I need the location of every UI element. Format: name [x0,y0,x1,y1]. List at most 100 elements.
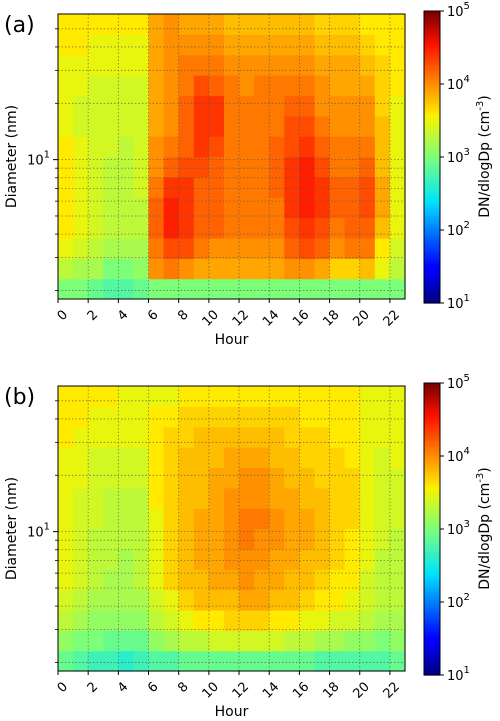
heatmap-cell [389,217,406,239]
heatmap-cell [133,136,150,158]
heatmap-cell [58,115,74,137]
heatmap-cell [389,34,406,56]
colorbar-segment [424,383,440,387]
heatmap-cell [269,75,285,97]
heatmap-cell [178,426,195,448]
colorbar-segment [424,110,440,114]
colorbar-segment [424,18,440,22]
heatmap-cell [299,406,316,428]
colorbar-segment [424,144,440,148]
heatmap-cell [314,528,331,550]
x-tick-label: 6 [145,307,161,323]
heatmap-cell [208,217,225,239]
heatmap-cell [299,589,316,611]
heatmap-cell [269,508,285,530]
colorbar-segment [424,660,440,664]
heatmap-cell [314,447,331,469]
heatmap-cell [163,447,180,469]
heatmap-cell [133,589,150,611]
colorbar-segment [424,529,440,533]
heatmap-cell [73,406,89,428]
colorbar-segment [424,230,440,234]
colorbar-segment [424,499,440,503]
colorbar-segment [424,441,440,445]
heatmap-cell [314,589,331,611]
heatmap-cell [193,650,210,672]
heatmap-cell [239,115,255,137]
heatmap-cell [58,278,74,300]
heatmap-cell [223,136,240,158]
heatmap-cell [58,447,74,469]
colorbar-segment [424,531,440,535]
colorbar-segment [424,650,440,654]
colorbar-segment [424,504,440,508]
colorbar-segment [424,222,440,226]
heatmap-cell [73,156,89,178]
colorbar-segment [424,451,440,455]
colorbar-segment [424,587,440,591]
heatmap-cell [299,14,316,35]
heatmap-cell [314,54,331,76]
heatmap-cell [344,508,361,530]
heatmap-cell [223,508,240,530]
heatmap-cell [344,386,361,407]
colorbar-segment [424,502,440,506]
heatmap-cell [344,156,361,178]
heatmap-cell [178,630,195,652]
heatmap-cell [88,176,104,198]
heatmap-cell [118,14,135,35]
heatmap-cell [208,54,225,76]
colorbar-segment [424,225,440,229]
heatmap-cell [178,54,195,76]
heatmap-cell [223,54,240,76]
colorbar-segment [424,217,440,221]
colorbar-segment [424,543,440,547]
heatmap-cell [239,447,255,469]
heatmap-cell [269,609,285,631]
colorbar-segment [424,281,440,285]
colorbar-tick-label: 105 [447,1,470,20]
heatmap-cell [284,95,300,117]
heatmap-cell [88,217,104,239]
colorbar-segment [424,565,440,569]
panel-label: (b) [4,385,35,410]
heatmap-cell [239,258,255,280]
heatmap-cell [239,467,255,489]
x-tick-label: 14 [260,307,282,329]
colorbar-segment [424,266,440,270]
colorbar-tick-label: 104 [447,446,470,465]
heatmap-cell [193,156,210,178]
heatmap-cell [314,176,331,198]
heatmap-cell [239,176,255,198]
heatmap-cell [359,467,376,489]
heatmap-cell [329,650,346,672]
heatmap-cell [239,650,255,672]
heatmap-cell [389,487,406,509]
heatmap-cell [133,237,150,259]
colorbar-segment [424,147,440,151]
heatmap-cell [314,467,331,489]
colorbar-segment [424,672,440,676]
heatmap-cell [133,75,150,97]
colorbar-tick-label-base: 10 [447,523,464,538]
colorbar-segment [424,261,440,265]
heatmap-cell [329,34,346,56]
colorbar-segment [424,572,440,576]
y-axis-label: Diameter (nm) [4,477,20,580]
colorbar-tick-label: 102 [447,592,470,611]
heatmap-cell [73,217,89,239]
heatmap-cell [178,548,195,570]
heatmap-cell [359,258,376,280]
colorbar-segment [424,470,440,474]
heatmap-cell [223,569,240,591]
x-axis-label: Hour [215,704,249,720]
heatmap-cell [254,650,270,672]
heatmap-cell [239,34,255,56]
colorbar-tick-label-base: 10 [447,78,464,93]
heatmap-cell [148,406,165,428]
colorbar-segment [424,142,440,146]
heatmap-cell [299,467,316,489]
colorbar-segment [424,86,440,90]
heatmap-cell [133,278,150,300]
heatmap-cell [118,508,135,530]
